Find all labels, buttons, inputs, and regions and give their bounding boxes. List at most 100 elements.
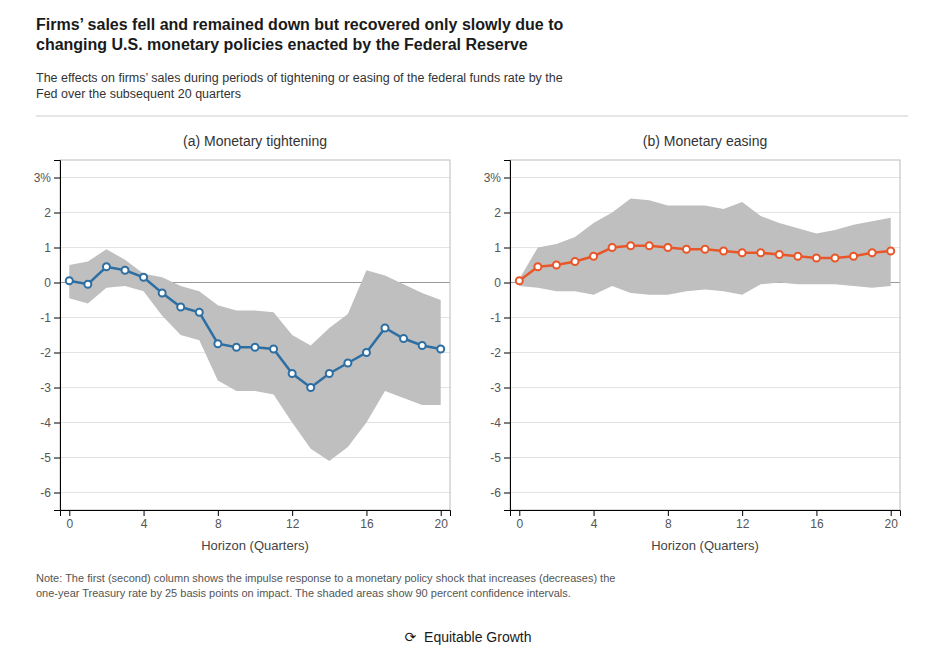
grid [60, 178, 450, 493]
note: Note: The first (second) column shows th… [36, 572, 615, 599]
tick-label: -1 [490, 311, 501, 325]
tick-label: -4 [490, 416, 501, 430]
tick-mark [504, 388, 510, 389]
tick: -6 [490, 486, 510, 500]
grid-line [60, 212, 450, 213]
axis-domain [504, 161, 511, 511]
x-axis-label: Horizon (Quarters) [651, 538, 759, 553]
tick: 12 [736, 510, 750, 531]
point [590, 253, 597, 260]
tick-label: 0 [516, 517, 523, 531]
point [382, 325, 389, 332]
tick-mark [54, 388, 60, 389]
tick-mark [504, 248, 510, 249]
tick: -5 [490, 451, 510, 465]
point [252, 344, 259, 351]
point [516, 277, 523, 284]
grid-line [60, 177, 450, 178]
tick: 3% [484, 171, 510, 185]
tick-label: 3% [34, 171, 52, 185]
tick-label: 1 [494, 241, 501, 255]
y-axis: -6-5-4-3-2-10123% [34, 161, 61, 511]
point [794, 253, 801, 260]
tick: -3 [490, 381, 510, 395]
tick-mark [816, 510, 817, 516]
x-axis-label: Horizon (Quarters) [201, 538, 309, 553]
tick-mark [54, 318, 60, 319]
point [850, 253, 857, 260]
point [122, 267, 129, 274]
grid-line [510, 422, 900, 423]
tick-label: 1 [44, 241, 51, 255]
chart-svg: Firms’ sales fell and remained down but … [0, 0, 936, 662]
panel: 048121620-6-5-4-3-2-10123%(a) Monetary t… [34, 133, 451, 553]
tick-label: -6 [490, 486, 501, 500]
point [739, 249, 746, 256]
grid-line [60, 492, 450, 493]
tick: -2 [490, 346, 510, 360]
tick-mark [504, 178, 510, 179]
tick: -3 [40, 381, 60, 395]
panel: 048121620-6-5-4-3-2-10123%(b) Monetary e… [484, 133, 901, 553]
point [887, 248, 894, 255]
x-axis: 048121620 [61, 510, 451, 531]
tick-label: 12 [736, 517, 750, 531]
tick: 3% [34, 171, 60, 185]
tick-mark [54, 213, 60, 214]
tick-label: 8 [665, 517, 672, 531]
tick-label: 20 [885, 517, 899, 531]
point [869, 249, 876, 256]
tick: 8 [215, 510, 222, 531]
point [627, 242, 634, 249]
point [646, 242, 653, 249]
point [66, 277, 73, 284]
tick-label: -2 [490, 346, 501, 360]
title-line: Firms’ sales fell and remained down but … [36, 16, 563, 33]
axis-domain [61, 511, 451, 517]
grid [510, 178, 900, 493]
tick: -1 [490, 311, 510, 325]
y-axis: -6-5-4-3-2-10123% [484, 161, 511, 511]
tick-label: 12 [286, 517, 300, 531]
point [400, 335, 407, 342]
point [270, 346, 277, 353]
subtitle-line: The effects on firms’ sales during perio… [36, 71, 563, 85]
panel-title: (a) Monetary tightening [183, 133, 327, 149]
tick-mark [441, 510, 442, 516]
tick-mark [54, 353, 60, 354]
x-axis: 0 4 8 12 16 20 [511, 510, 901, 531]
tick-mark [54, 423, 60, 424]
tick-mark [504, 493, 510, 494]
axis-domain [511, 511, 901, 517]
point [776, 251, 783, 258]
tick: 1 [44, 241, 60, 255]
plot-frame [60, 160, 450, 510]
line [519, 246, 890, 281]
tick-mark [504, 213, 510, 214]
tick: 0 [516, 510, 523, 531]
grid-line [510, 177, 900, 178]
point [813, 255, 820, 262]
point [177, 304, 184, 311]
tick-label: -2 [40, 346, 51, 360]
point [233, 344, 240, 351]
tick-mark [54, 458, 60, 459]
plot-area [66, 249, 444, 461]
point [702, 246, 709, 253]
tick: -6 [40, 486, 60, 500]
point [664, 244, 671, 251]
point [103, 263, 110, 270]
tick-mark [54, 248, 60, 249]
tick-mark [504, 458, 510, 459]
tick-label: 8 [215, 517, 222, 531]
tick: 16 [360, 510, 374, 531]
point [363, 349, 370, 356]
annotation: ⟳ Equitable Growth [405, 629, 532, 645]
tick: 1 [494, 241, 510, 255]
tick-label: -5 [40, 451, 51, 465]
tick: 16 [810, 510, 824, 531]
subtitle: The effects on firms’ sales during perio… [36, 71, 563, 101]
tick-label: 0 [44, 276, 51, 290]
tick-mark [594, 510, 595, 516]
tick-label: 4 [591, 517, 598, 531]
